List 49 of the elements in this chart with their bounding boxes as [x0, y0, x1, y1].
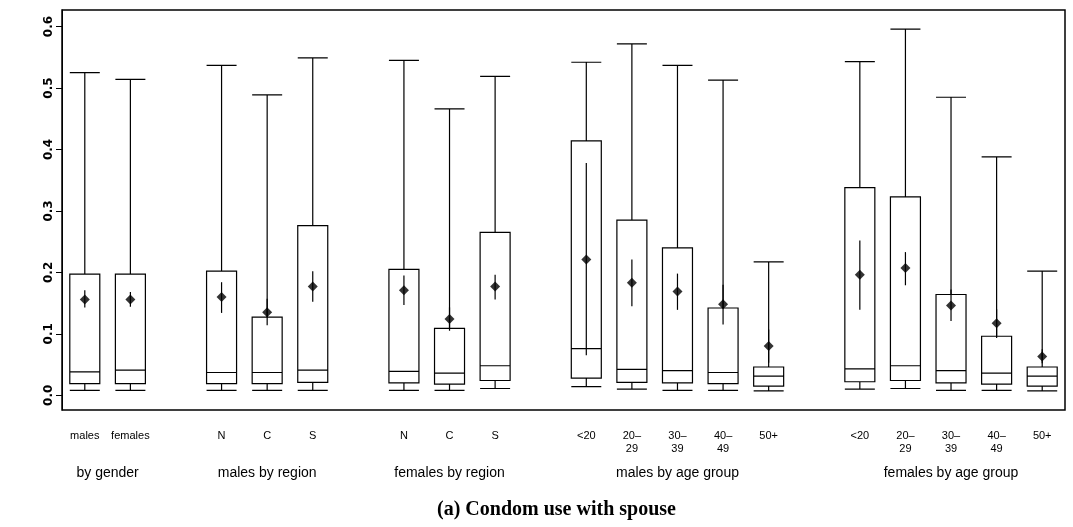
x-tick-label: N	[217, 428, 226, 441]
text: females by age group	[883, 464, 1019, 480]
point	[1037, 351, 1048, 362]
point	[672, 286, 683, 297]
point	[763, 341, 774, 352]
y-tick-label: 0.2	[41, 261, 55, 283]
x-tick-label: S	[491, 428, 499, 441]
x-tick-label: <20	[576, 428, 596, 441]
point	[216, 291, 227, 302]
y-tick-label: 0.3	[41, 200, 55, 222]
point	[444, 314, 455, 325]
x-tick-label: N	[399, 428, 408, 441]
point	[262, 307, 273, 318]
point	[125, 294, 136, 305]
y-tick-label: 0.6	[41, 15, 55, 38]
point	[991, 318, 1002, 329]
point	[79, 294, 90, 305]
y-tick-label: 0.5	[41, 77, 55, 99]
point	[581, 254, 592, 265]
point	[490, 281, 501, 292]
x-tick-label: males	[70, 428, 100, 441]
x-tick-label: females	[111, 428, 151, 441]
x-tick-label: 50+	[759, 428, 778, 441]
x-tick-label: C	[263, 428, 272, 441]
point	[900, 263, 911, 274]
x-tick-label: S	[309, 428, 317, 441]
point	[307, 281, 318, 292]
x-tick-label: 50+	[1032, 428, 1052, 441]
x-tick-label: <20	[850, 428, 870, 441]
x-tick-label: C	[445, 428, 454, 441]
x-tick-label: 30– 39	[668, 428, 688, 454]
text: males by age group	[615, 464, 740, 480]
point	[398, 285, 409, 296]
point	[854, 269, 865, 280]
text: by gender	[76, 464, 140, 480]
text: (a) Condom use with spouse	[437, 497, 677, 520]
point	[718, 299, 729, 310]
y-tick-label: 0.1	[41, 323, 55, 345]
y-tick-label: 0.0	[41, 384, 55, 406]
x-tick-label: 20– 29	[896, 428, 916, 454]
x-tick-label: 40– 49	[713, 428, 734, 454]
x-tick-label: 20– 29	[622, 428, 642, 454]
y-tick-label: 0.4	[41, 138, 55, 161]
point	[946, 300, 957, 311]
text: males by region	[217, 464, 317, 480]
x-tick-label: 40– 49	[987, 428, 1007, 454]
text: females by region	[394, 464, 505, 480]
x-tick-label: 30– 39	[941, 428, 962, 454]
point	[626, 277, 637, 288]
